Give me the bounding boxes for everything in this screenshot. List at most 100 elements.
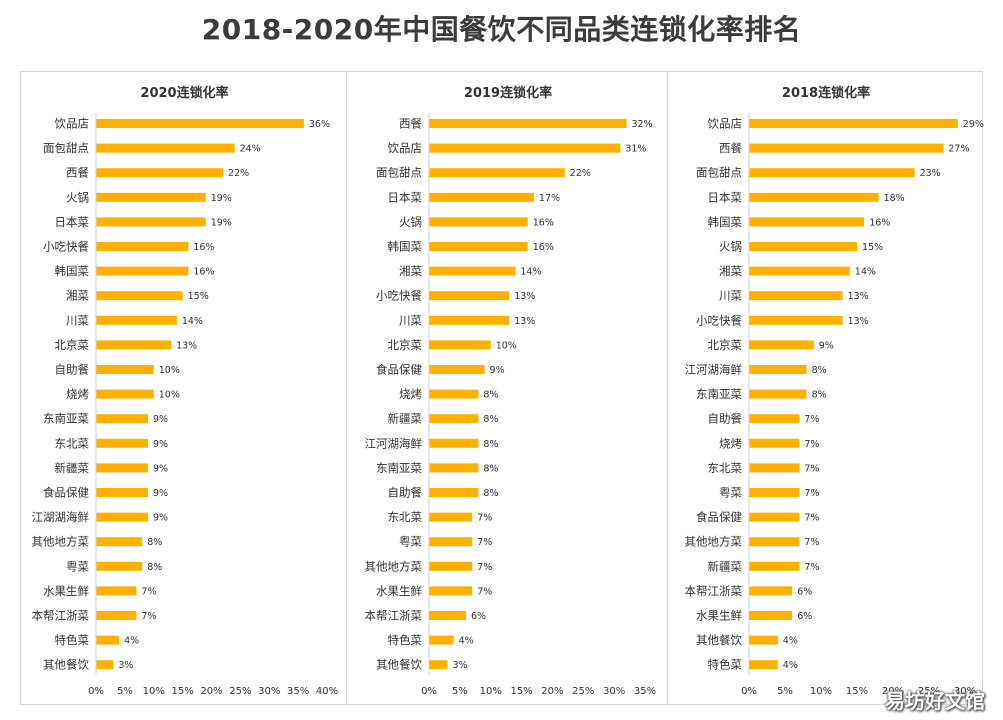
bar	[429, 586, 473, 596]
category-label: 东北菜	[708, 461, 743, 475]
data-label: 4%	[783, 636, 798, 647]
category-label: 食品保健	[43, 486, 89, 500]
bar	[749, 611, 793, 620]
data-label: 13%	[514, 291, 535, 302]
bar	[749, 315, 843, 325]
data-label: 18%	[884, 193, 905, 204]
category-label: 水果生鲜	[696, 609, 742, 623]
category-label: 饮品店	[708, 117, 743, 131]
category-label: 日本菜	[388, 190, 423, 204]
chart-panel-2019: 2019连锁化率 西餐 32% 饮品店 31% 面包甜点 22% 日本菜 17% 火锅 16% 韩国菜…	[346, 71, 668, 705]
x-tick-label: 15%	[172, 686, 194, 697]
bar	[429, 143, 621, 153]
data-label: 7%	[804, 439, 819, 450]
x-tick-label: 30%	[954, 686, 976, 697]
category-label: 西餐	[66, 166, 89, 180]
bar	[96, 119, 304, 128]
category-label: 本帮江浙菜	[685, 584, 743, 598]
chart-panel-2018: 2018连锁化率 饮品店 29% 西餐 27% 面包甜点 23% 日本菜 18% 韩国菜 16% 火锅…	[667, 71, 984, 705]
category-label: 小吃快餐	[696, 313, 742, 327]
bar	[749, 291, 843, 301]
x-tick-label: 20%	[200, 686, 222, 697]
data-label: 15%	[188, 291, 209, 302]
category-label: 饮品店	[55, 117, 90, 131]
bar	[96, 660, 114, 670]
data-label: 23%	[920, 168, 941, 179]
category-label: 湘菜	[399, 264, 422, 278]
data-label: 7%	[477, 586, 492, 597]
category-label: 东南亚菜	[376, 461, 422, 475]
x-tick-label: 15%	[510, 686, 532, 697]
category-label: 新疆菜	[388, 412, 423, 426]
bar	[749, 537, 800, 547]
category-label: 东南亚菜	[696, 387, 742, 401]
x-tick-label: 20%	[541, 686, 563, 697]
bar	[429, 512, 473, 522]
category-label: 水果生鲜	[376, 584, 422, 598]
bar	[429, 660, 448, 670]
bar	[429, 463, 479, 473]
bar	[96, 512, 148, 522]
x-tick-label: 0%	[421, 686, 437, 697]
data-label: 17%	[539, 193, 560, 204]
data-label: 14%	[182, 316, 203, 327]
category-label: 烧烤	[66, 387, 89, 401]
category-label: 湘菜	[719, 264, 742, 278]
data-label: 9%	[153, 439, 168, 450]
data-label: 8%	[147, 562, 162, 573]
bar	[749, 168, 915, 178]
category-label: 粤菜	[66, 559, 89, 573]
bar	[429, 611, 467, 620]
x-tick-label: 30%	[603, 686, 625, 697]
watermark: 易坊好文馆	[885, 689, 985, 713]
bar	[96, 635, 120, 645]
data-label: 7%	[141, 611, 156, 622]
data-label: 14%	[520, 267, 541, 278]
bar	[749, 512, 800, 522]
data-label: 7%	[477, 537, 492, 548]
data-label: 8%	[483, 414, 498, 425]
data-label: 8%	[483, 488, 498, 499]
bar	[429, 488, 479, 497]
category-label: 特色菜	[55, 633, 90, 647]
data-label: 4%	[124, 636, 139, 647]
bar	[749, 660, 778, 670]
bar	[96, 315, 177, 325]
category-label: 饮品店	[388, 141, 423, 155]
chart-title: 2020连锁化率	[140, 85, 228, 101]
x-tick-label: 10%	[480, 686, 502, 697]
category-label: 新疆菜	[708, 559, 743, 573]
category-label: 北京菜	[708, 338, 743, 352]
data-label: 7%	[804, 463, 819, 474]
data-label: 7%	[141, 586, 156, 597]
bar	[96, 266, 189, 276]
category-label: 食品保健	[376, 363, 422, 377]
data-label: 19%	[211, 217, 232, 228]
category-label: 新疆菜	[55, 461, 90, 475]
bar	[429, 315, 510, 325]
bar	[429, 217, 528, 227]
x-tick-label: 25%	[229, 686, 251, 697]
bar	[749, 119, 958, 128]
bar	[429, 340, 491, 350]
bar	[429, 389, 479, 399]
data-label: 14%	[855, 267, 876, 278]
data-label: 16%	[193, 267, 214, 278]
data-label: 8%	[483, 463, 498, 474]
data-label: 15%	[862, 242, 883, 253]
data-label: 7%	[804, 513, 819, 524]
category-label: 其他餐饮	[696, 633, 742, 647]
category-label: 江河湖海鲜	[685, 363, 743, 377]
bar	[96, 192, 206, 202]
bar	[749, 242, 857, 251]
data-label: 13%	[176, 340, 197, 351]
data-label: 8%	[147, 537, 162, 548]
bar	[429, 119, 627, 128]
data-label: 7%	[804, 414, 819, 425]
category-label: 火锅	[399, 215, 422, 229]
bar	[429, 537, 473, 547]
data-label: 7%	[804, 562, 819, 573]
chart-title: 2018连锁化率	[782, 85, 870, 101]
x-tick-label: 0%	[741, 686, 757, 697]
